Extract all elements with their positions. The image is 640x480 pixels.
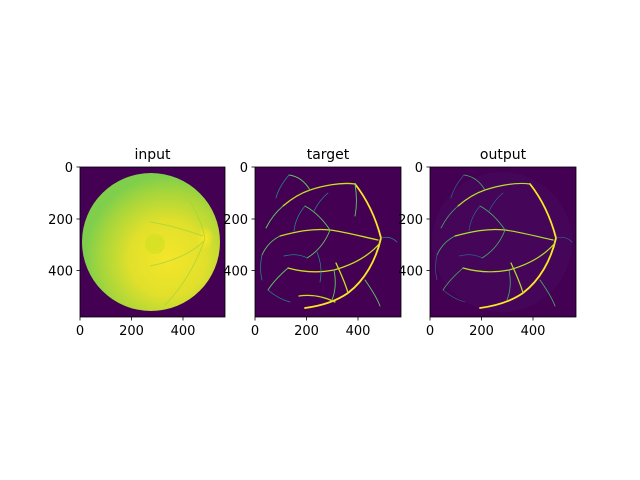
- x-tick-label: 200: [469, 324, 494, 339]
- y-tick-label: 0: [415, 161, 423, 176]
- x-tick-label: 0: [426, 324, 434, 339]
- x-tick-label: 200: [119, 324, 144, 339]
- axes-frame: [429, 166, 577, 318]
- y-tick-label: 200: [398, 213, 423, 228]
- x-tick-label: 0: [251, 324, 259, 339]
- y-tick-label: 200: [223, 213, 248, 228]
- panel-title: output: [480, 147, 527, 163]
- panel-title: input: [134, 147, 171, 163]
- ticks: [76, 166, 534, 321]
- x-tick-label: 0: [76, 324, 84, 339]
- panel-target: target: [254, 147, 402, 318]
- y-tick-label: 0: [240, 161, 248, 176]
- panel-output: output: [429, 147, 577, 318]
- y-tick-label: 0: [65, 161, 73, 176]
- panel-input: input: [79, 147, 226, 318]
- y-tick-label: 400: [398, 265, 423, 280]
- x-tick-label: 200: [294, 324, 319, 339]
- y-tick-label: 400: [223, 265, 248, 280]
- input-image: [80, 167, 225, 317]
- y-tick-label: 200: [48, 213, 73, 228]
- x-tick-label: 400: [171, 324, 196, 339]
- axes-frame: [79, 166, 226, 318]
- axes-frame: [254, 166, 402, 318]
- tick-labels: 0 200 400 0 200 400 0 200 400 0 200 400 …: [48, 161, 545, 339]
- y-tick-label: 400: [48, 265, 73, 280]
- panel-title: target: [307, 147, 350, 163]
- target-image: [255, 167, 401, 317]
- x-tick-label: 400: [521, 324, 546, 339]
- output-image: [430, 167, 576, 317]
- x-tick-label: 400: [346, 324, 371, 339]
